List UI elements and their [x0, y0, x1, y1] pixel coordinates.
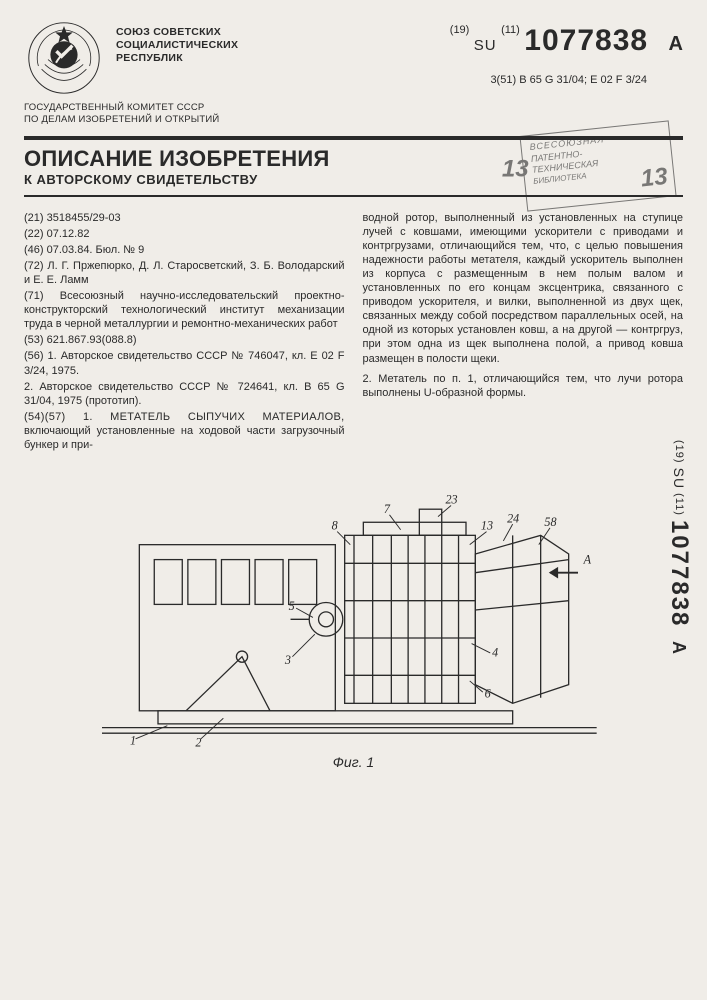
field-22: (22) 07.12.82 — [24, 227, 345, 241]
stamp-num-right: 13 — [639, 160, 669, 194]
side-number: 1077838 — [666, 520, 693, 627]
svg-text:4: 4 — [492, 646, 498, 660]
svg-text:23: 23 — [445, 493, 457, 507]
side-su: SU — [671, 468, 687, 489]
col-right: водной ротор, выполненный из установленн… — [363, 211, 684, 454]
patent-number-block: (19) SU (11) 1077838 A — [450, 24, 683, 58]
sub-title: К АВТОРСКОМУ СВИДЕТЕЛЬСТВУ — [24, 172, 330, 187]
claim-body: водной ротор, выполненный из установленн… — [363, 211, 684, 366]
code-19: (19) — [450, 24, 470, 36]
committee-text: ГОСУДАРСТВЕННЫЙ КОМИТЕТ СССР ПО ДЕЛАМ ИЗ… — [24, 102, 683, 126]
svg-text:A: A — [582, 552, 591, 566]
figure-label: Фиг. 1 — [30, 754, 677, 770]
side-suffix: A — [669, 641, 689, 655]
side-patent-code: (19) SU (11) 1077838 A — [665, 440, 693, 655]
patent-suffix: A — [669, 33, 683, 55]
patent-page: СОЮЗ СОВЕТСКИХ СОЦИАЛИСТИЧЕСКИХ РЕСПУБЛИ… — [0, 0, 707, 1000]
title-row: ОПИСАНИЕ ИЗОБРЕТЕНИЯ К АВТОРСКОМУ СВИДЕТ… — [24, 140, 683, 189]
code-11: (11) — [501, 24, 520, 36]
header-row: СОЮЗ СОВЕТСКИХ СОЦИАЛИСТИЧЕСКИХ РЕСПУБЛИ… — [24, 18, 683, 98]
field-53: (53) 621.867.93(088.8) — [24, 333, 345, 347]
code-su: SU — [474, 37, 497, 54]
field-71: (71) Всесоюзный научно-исследовательский… — [24, 289, 345, 331]
svg-text:7: 7 — [383, 502, 390, 516]
side-prefix: (19) — [673, 440, 685, 464]
svg-text:8: 8 — [331, 519, 337, 533]
main-title: ОПИСАНИЕ ИЗОБРЕТЕНИЯ — [24, 146, 330, 172]
claim-2: 2. Метатель по п. 1, отличающийся тем, ч… — [363, 372, 684, 400]
field-56-1: (56) 1. Авторское свидетельство СССР № 7… — [24, 349, 345, 377]
field-46: (46) 07.03.84. Бюл. № 9 — [24, 243, 345, 257]
side-sub: (11) — [673, 493, 685, 516]
field-54-57: (54)(57) 1. МЕТАТЕЛЬ СЫПУЧИХ МАТЕРИАЛОВ,… — [24, 410, 345, 452]
claim-title: (54)(57) 1. МЕТАТЕЛЬ СЫПУЧИХ МАТЕРИАЛОВ, — [24, 411, 345, 423]
svg-text:5: 5 — [288, 599, 294, 613]
library-stamp: 13 ВСЕСОЮЗНАЯ ПАТЕНТНО- ТЕХНИЧЕСКАЯ БИБЛ… — [519, 120, 676, 211]
svg-text:2: 2 — [195, 735, 201, 749]
ipc-codes: B 65 G 31/04; E 02 F 3/24 — [519, 74, 647, 86]
ipc-prefix: 3(51) — [490, 74, 516, 86]
patent-number: 1077838 — [524, 24, 648, 57]
svg-text:3: 3 — [283, 653, 290, 667]
body-columns: (21) 3518455/29-03 (22) 07.12.82 (46) 07… — [24, 211, 683, 454]
figure-1: 1 2 3 5 8 7 23 13 24 58 4 6 A Фиг. 1 — [24, 470, 683, 770]
svg-text:58: 58 — [544, 515, 556, 529]
col-left: (21) 3518455/29-03 (22) 07.12.82 (46) 07… — [24, 211, 345, 454]
ussr-emblem — [24, 18, 104, 98]
ipc-line: 3(51) B 65 G 31/04; E 02 F 3/24 — [490, 74, 647, 86]
svg-text:24: 24 — [507, 511, 519, 525]
field-21: (21) 3518455/29-03 — [24, 211, 345, 225]
svg-text:13: 13 — [480, 519, 492, 533]
claim-start: включающий установленные на ходовой част… — [24, 425, 345, 451]
stamp-num-left: 13 — [502, 153, 529, 184]
svg-text:6: 6 — [484, 687, 490, 701]
svg-text:1: 1 — [130, 733, 136, 747]
field-72: (72) Л. Г. Пржепюрко, Д. Л. Старосветски… — [24, 259, 345, 287]
field-56-2: 2. Авторское свидетельство СССР № 724641… — [24, 380, 345, 408]
